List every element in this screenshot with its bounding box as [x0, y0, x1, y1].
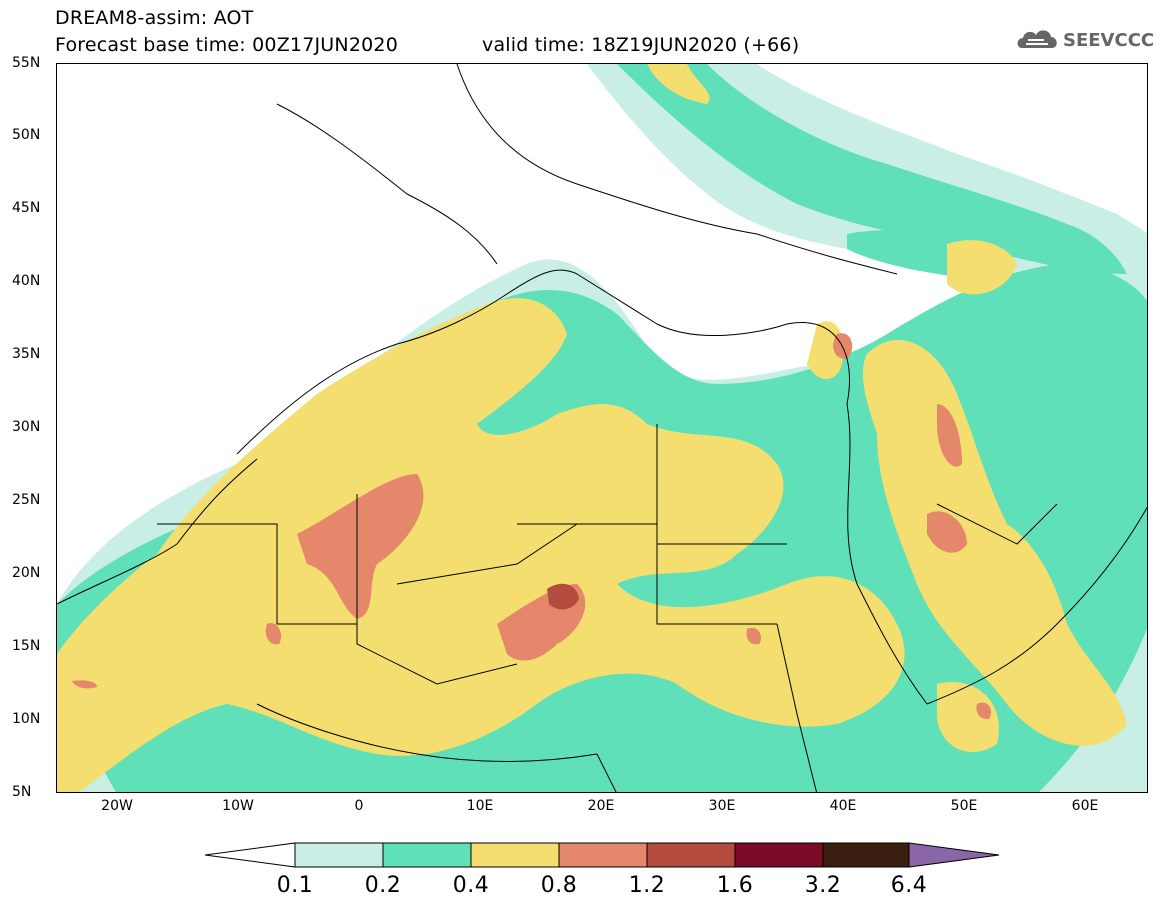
map-title: DREAM8-assim: AOT: [55, 7, 254, 29]
lat-label: 35N: [12, 346, 41, 362]
lon-label: 30E: [708, 798, 736, 814]
colorbar-label: 0.2: [364, 873, 402, 898]
lat-label: 10N: [12, 711, 41, 727]
colorbar-swatch: [822, 842, 910, 868]
cloud-icon: [1017, 30, 1057, 48]
colorbar-swatch: [558, 842, 648, 868]
lon-label: 60E: [1071, 798, 1099, 814]
lon-label: 40E: [829, 798, 857, 814]
colorbar-swatch: [646, 842, 736, 868]
colorbar-label: 1.2: [628, 873, 666, 898]
colorbar-upper-arrow: [908, 842, 1000, 868]
aot-map-canvas: [57, 64, 1147, 792]
colorbar: [205, 842, 1000, 868]
colorbar-swatch: [734, 842, 824, 868]
valid-time: valid time: 18Z19JUN2020 (+66): [482, 34, 800, 56]
colorbar-label: 1.6: [716, 873, 754, 898]
colorbar-swatch: [470, 842, 560, 868]
lat-label: 15N: [12, 638, 41, 654]
lat-label: 50N: [12, 127, 41, 143]
lon-label: 10E: [466, 798, 494, 814]
lon-label: 20W: [101, 798, 133, 814]
lon-label: 20E: [587, 798, 615, 814]
colorbar-swatch: [294, 842, 384, 868]
coastlines-borders: [57, 64, 1147, 792]
aot-shading-1.2: [547, 583, 579, 610]
lon-label: 10W: [222, 798, 254, 814]
lat-label: 40N: [12, 273, 41, 289]
forecast-base-time: Forecast base time: 00Z17JUN2020: [55, 34, 398, 56]
colorbar-label: 3.2: [804, 873, 842, 898]
logo-text: SEEVCCC: [1063, 30, 1155, 51]
colorbar-label: 6.4: [890, 873, 928, 898]
colorbar-label: 0.8: [540, 873, 578, 898]
lat-label: 20N: [12, 565, 41, 581]
lat-label: 55N: [12, 55, 41, 71]
lat-label: 45N: [12, 200, 41, 216]
colorbar-lower-arrow: [205, 842, 296, 868]
colorbar-label: 0.4: [452, 873, 490, 898]
lon-label: 0: [354, 798, 364, 814]
lat-label: 5N: [12, 784, 32, 800]
lat-label: 25N: [12, 492, 41, 508]
lon-label: 50E: [950, 798, 978, 814]
colorbar-swatch: [382, 842, 472, 868]
aot-map: [56, 63, 1148, 793]
aot-shading-0.4: [57, 64, 1127, 792]
lat-label: 30N: [12, 419, 41, 435]
colorbar-label: 0.1: [276, 873, 314, 898]
